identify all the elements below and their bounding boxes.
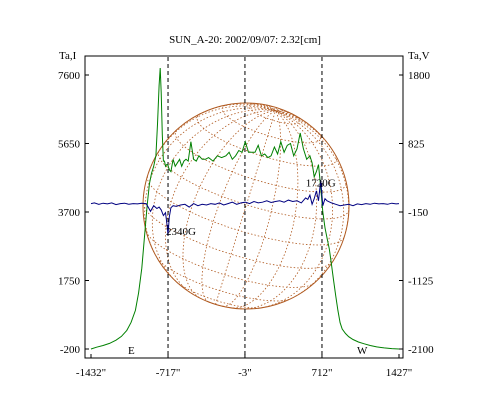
plot-frame	[84, 55, 404, 359]
latitude-line	[175, 281, 262, 309]
series-line-I	[90, 67, 400, 350]
left-tick-label: 7600	[58, 70, 81, 82]
data-series	[90, 67, 400, 350]
longitude-line	[275, 110, 350, 234]
east-limb-label: E	[128, 345, 135, 357]
longitude-line	[275, 108, 282, 112]
left-tick-labels: 7600 5650 3700 1750 -200	[58, 70, 89, 356]
left-tick-label: 3700	[58, 207, 81, 219]
latitude-line	[145, 231, 315, 288]
longitude-line	[182, 110, 276, 298]
annotation-label: 1720G	[306, 177, 336, 189]
right-tick-label: -2100	[408, 344, 434, 356]
solar-disk-grid	[142, 102, 350, 310]
x-tick-label: -717"	[156, 367, 181, 379]
longitude-line	[215, 110, 276, 305]
longitude-line	[165, 110, 276, 295]
annotations: 2340G 1720G	[166, 177, 336, 237]
series-line-V	[90, 180, 400, 236]
solar-limb-circle	[142, 102, 350, 310]
left-tick-label: 1750	[58, 276, 81, 288]
latitude-line	[221, 104, 322, 144]
x-tick-label: -1432"	[76, 367, 106, 379]
right-tick-label: -1125	[408, 276, 434, 288]
x-tick-labels: -1432" -717" -3" 712" 1427"	[76, 354, 412, 379]
annotation-label: 2340G	[166, 226, 196, 238]
x-tick-label: 712"	[311, 367, 332, 379]
longitude-line	[151, 109, 276, 284]
longitude-line	[275, 110, 290, 114]
longitude-line	[148, 105, 276, 173]
longitude-line	[201, 110, 276, 303]
longitude-line	[240, 110, 318, 310]
x-tick-label: -3"	[238, 367, 252, 379]
longitude-line	[275, 110, 310, 126]
right-tick-label: 1800	[408, 70, 431, 82]
chart-title: SUN_A-20: 2002/09/07: 2.32[cm]	[169, 34, 321, 46]
longitude-line	[232, 110, 299, 309]
longitude-line	[275, 107, 277, 111]
left-tick-label: -200	[60, 344, 81, 356]
right-tick-label: 825	[408, 139, 425, 151]
longitude-line	[275, 110, 345, 297]
latitude-line	[157, 150, 350, 220]
right-tick-label: -150	[408, 207, 429, 219]
west-limb-label: W	[357, 345, 368, 357]
longitude-line	[258, 110, 333, 309]
right-axis-label: Ta,V	[408, 50, 430, 62]
x-tick-label: 1427"	[386, 367, 413, 379]
left-axis-label: Ta,I	[59, 50, 77, 62]
left-tick-label: 5650	[58, 139, 81, 151]
longitude-line	[222, 110, 282, 307]
right-tick-labels: 1800 825 -150 -1125 -2100	[399, 70, 434, 356]
latitude-line	[174, 129, 347, 193]
longitude-line	[239, 102, 276, 112]
longitude-line	[270, 105, 276, 111]
longitude-line	[144, 107, 276, 253]
